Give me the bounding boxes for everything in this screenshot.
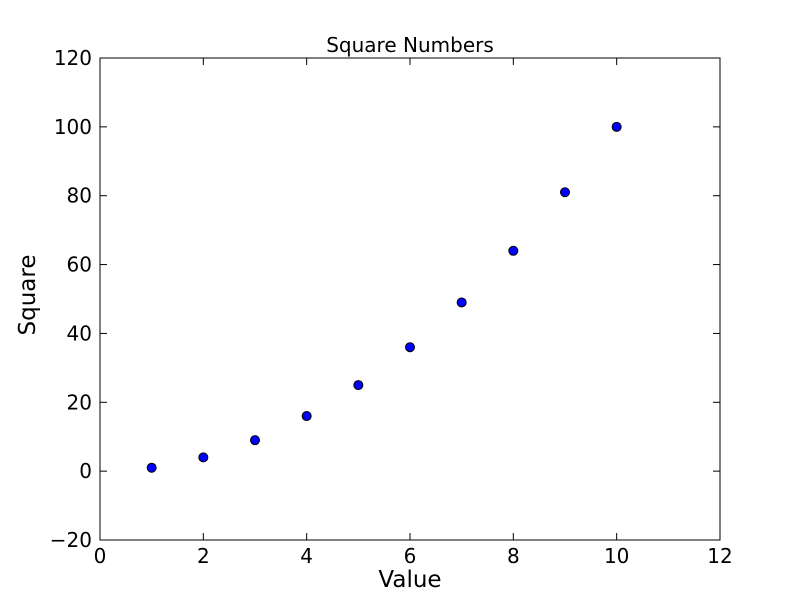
x-tick-label: 10 bbox=[604, 544, 629, 568]
data-point bbox=[146, 462, 157, 473]
x-tick-label: 6 bbox=[404, 544, 417, 568]
y-tick-label: 80 bbox=[67, 184, 92, 208]
y-axis-label: Square bbox=[15, 255, 41, 336]
y-tick-label: 40 bbox=[67, 321, 92, 345]
plot-area-spines bbox=[99, 57, 721, 541]
data-point-series bbox=[146, 121, 622, 473]
chart-title: Square Numbers bbox=[326, 33, 494, 57]
data-point bbox=[405, 342, 415, 353]
data-point bbox=[508, 245, 519, 256]
data-point bbox=[198, 452, 209, 463]
y-tick-label: 60 bbox=[67, 253, 92, 277]
data-point bbox=[611, 121, 622, 132]
y-tick-label: 0 bbox=[79, 459, 92, 483]
x-tick-label: 4 bbox=[300, 544, 313, 568]
data-point bbox=[560, 187, 570, 198]
x-tick-label: 8 bbox=[507, 544, 520, 568]
data-point bbox=[250, 435, 260, 446]
x-tick-label: 2 bbox=[197, 544, 210, 568]
x-tick-label: 12 bbox=[707, 544, 732, 568]
y-tick-label: 100 bbox=[54, 115, 92, 139]
axis-ticks bbox=[99, 57, 721, 541]
data-point bbox=[301, 411, 312, 422]
y-tick-label: 120 bbox=[54, 46, 92, 70]
x-tick-label: 0 bbox=[94, 544, 107, 568]
y-tick-label: 20 bbox=[67, 390, 92, 414]
y-tick-label: −20 bbox=[50, 528, 92, 552]
x-axis-label: Value bbox=[378, 567, 441, 593]
data-point bbox=[353, 380, 364, 391]
data-point bbox=[456, 297, 467, 308]
